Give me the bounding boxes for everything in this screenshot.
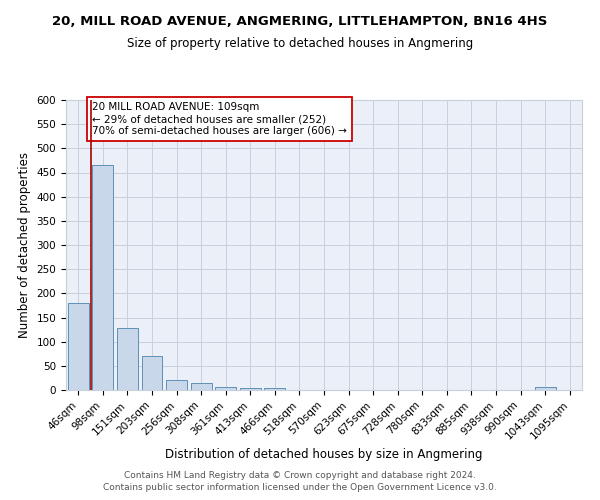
Bar <box>166 380 187 390</box>
Bar <box>68 303 89 390</box>
Bar <box>142 356 163 390</box>
Bar <box>191 383 212 390</box>
X-axis label: Distribution of detached houses by size in Angmering: Distribution of detached houses by size … <box>165 448 483 461</box>
Bar <box>215 387 236 390</box>
Bar <box>265 388 286 390</box>
Text: 20, MILL ROAD AVENUE, ANGMERING, LITTLEHAMPTON, BN16 4HS: 20, MILL ROAD AVENUE, ANGMERING, LITTLEH… <box>52 15 548 28</box>
Text: Size of property relative to detached houses in Angmering: Size of property relative to detached ho… <box>127 38 473 51</box>
Y-axis label: Number of detached properties: Number of detached properties <box>18 152 31 338</box>
Bar <box>92 165 113 390</box>
Bar <box>117 328 138 390</box>
Bar <box>535 387 556 390</box>
Text: 20 MILL ROAD AVENUE: 109sqm
← 29% of detached houses are smaller (252)
70% of se: 20 MILL ROAD AVENUE: 109sqm ← 29% of det… <box>92 102 347 136</box>
Bar <box>240 388 261 390</box>
Text: Contains HM Land Registry data © Crown copyright and database right 2024.
Contai: Contains HM Land Registry data © Crown c… <box>103 471 497 492</box>
